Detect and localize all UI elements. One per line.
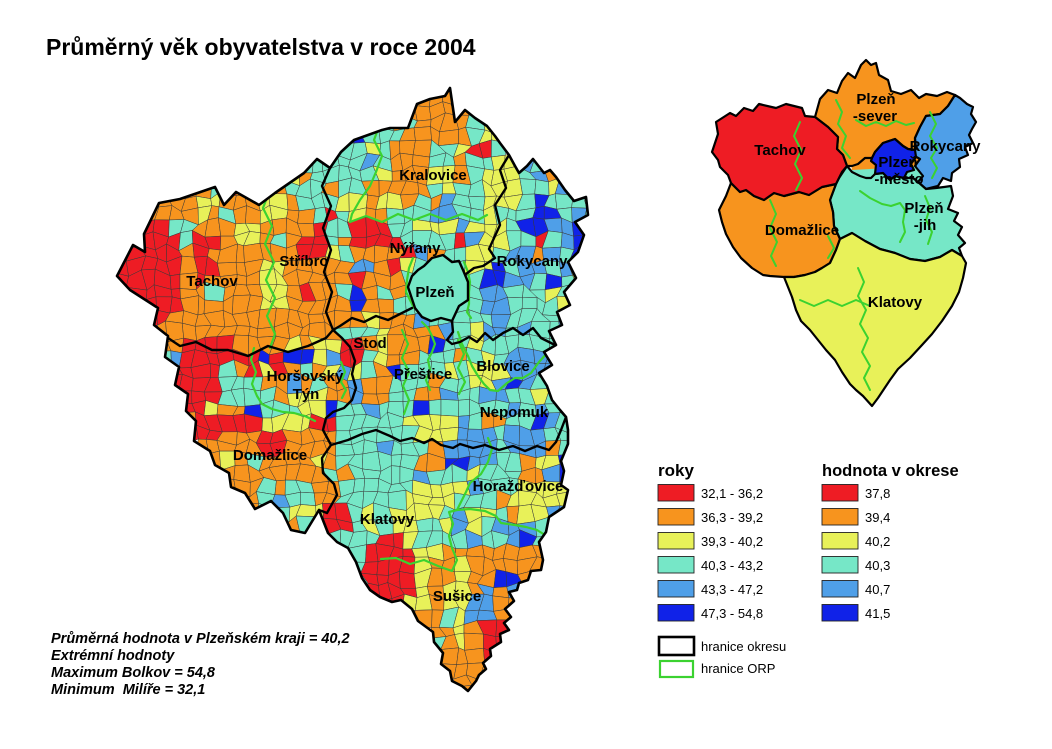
svg-text:Plzeň: Plzeň — [856, 91, 895, 108]
svg-text:Přeštice: Přeštice — [394, 366, 452, 383]
svg-text:32,1 - 36,2: 32,1 - 36,2 — [701, 486, 763, 501]
svg-text:39,4: 39,4 — [865, 510, 890, 525]
svg-text:Tachov: Tachov — [754, 142, 806, 159]
svg-text:hranice okresu: hranice okresu — [701, 639, 786, 654]
svg-text:41,5: 41,5 — [865, 606, 890, 621]
svg-text:Horšovský: Horšovský — [267, 368, 344, 385]
svg-text:Blovice: Blovice — [476, 358, 529, 375]
svg-text:hranice ORP: hranice ORP — [701, 661, 775, 676]
svg-text:-město: -město — [874, 171, 923, 188]
svg-text:-jih: -jih — [914, 217, 937, 234]
svg-text:43,3 - 47,2: 43,3 - 47,2 — [701, 582, 763, 597]
svg-text:40,3: 40,3 — [865, 558, 890, 573]
svg-text:39,3 - 40,2: 39,3 - 40,2 — [701, 534, 763, 549]
svg-text:Sušice: Sušice — [433, 588, 481, 605]
svg-text:Nepomuk: Nepomuk — [480, 404, 549, 421]
svg-text:Rokycany: Rokycany — [497, 253, 569, 270]
svg-text:Horažďovice: Horažďovice — [473, 478, 564, 495]
svg-text:37,8: 37,8 — [865, 486, 890, 501]
svg-text:Stod: Stod — [353, 335, 386, 352]
svg-text:-sever: -sever — [853, 108, 897, 125]
svg-text:40,3 - 43,2: 40,3 - 43,2 — [701, 558, 763, 573]
svg-text:Plzeň: Plzeň — [904, 200, 943, 217]
svg-text:Plzeň: Plzeň — [415, 284, 454, 301]
svg-text:Tachov: Tachov — [186, 273, 238, 290]
svg-text:Minimum Milíře = 32,1: Minimum Milíře = 32,1 — [51, 682, 205, 698]
svg-text:Klatovy: Klatovy — [360, 511, 415, 528]
svg-text:Stříbro: Stříbro — [279, 253, 328, 270]
svg-text:Domažlice: Domažlice — [765, 222, 839, 239]
svg-text:40,7: 40,7 — [865, 582, 890, 597]
svg-text:Rokycany: Rokycany — [910, 138, 982, 155]
svg-text:Plzeň: Plzeň — [878, 154, 917, 171]
svg-text:Nýřany: Nýřany — [390, 240, 442, 257]
svg-text:Průměrná hodnota v Plzeňském k: Průměrná hodnota v Plzeňském kraji = 40,… — [51, 631, 350, 647]
svg-text:36,3 - 39,2: 36,3 - 39,2 — [701, 510, 763, 525]
svg-text:Extrémní hodnoty: Extrémní hodnoty — [51, 648, 175, 664]
svg-text:hodnota v okrese: hodnota v okrese — [822, 462, 959, 480]
svg-text:Týn: Týn — [293, 386, 320, 403]
svg-text:40,2: 40,2 — [865, 534, 890, 549]
svg-text:Klatovy: Klatovy — [868, 294, 923, 311]
svg-text:Maximum Bolkov = 54,8: Maximum Bolkov = 54,8 — [51, 665, 216, 681]
svg-text:roky: roky — [658, 461, 694, 480]
svg-text:47,3 - 54,8: 47,3 - 54,8 — [701, 606, 763, 621]
svg-text:Průměrný věk obyvatelstva v ro: Průměrný věk obyvatelstva v roce 2004 — [46, 34, 476, 60]
svg-text:Domažlice: Domažlice — [233, 447, 307, 464]
svg-text:Kralovice: Kralovice — [399, 167, 467, 184]
